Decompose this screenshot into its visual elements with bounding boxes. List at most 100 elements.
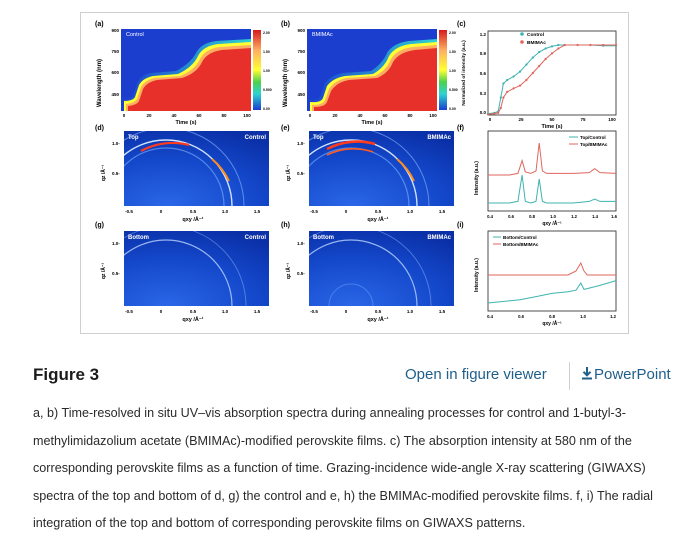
panel-e-tag-right: BMIMAc bbox=[427, 135, 451, 141]
panel-a-cbar-tick: 2.00 bbox=[263, 31, 270, 35]
data-point bbox=[525, 63, 528, 66]
giwaxs-xtick: 0 bbox=[345, 209, 348, 214]
panel-i-frame bbox=[487, 230, 617, 312]
giwaxs-xtick: 1.5 bbox=[254, 209, 261, 214]
panel-b-ytick: 900 bbox=[297, 28, 305, 33]
open-figure-viewer-link[interactable]: Open in figure viewer bbox=[405, 366, 547, 383]
data-point bbox=[544, 47, 547, 50]
panel-i-xtick: 1.0 bbox=[580, 314, 586, 319]
panel-a-cbar-tick: 1.50 bbox=[263, 50, 270, 54]
data-point bbox=[538, 50, 541, 54]
panel-a: (a) Wavelength (nm) Control 900 750 600 … bbox=[95, 21, 272, 126]
panel-i-ylabel: Intensity (a.u.) bbox=[474, 258, 480, 292]
panel-b-ylabel: Wavelength (nm) bbox=[283, 59, 289, 107]
giwaxs-ytick: 1.0- bbox=[112, 241, 120, 246]
panel-h-tag-right: BMIMAc bbox=[427, 235, 451, 241]
powerpoint-link[interactable]: PowerPoint bbox=[581, 366, 671, 383]
panel-f-legend-control: Top/Control bbox=[580, 135, 606, 140]
panel-c-series bbox=[486, 43, 618, 116]
panel-i-series bbox=[487, 261, 617, 304]
panel-c-letter: (c) bbox=[457, 21, 466, 28]
giwaxs-xtick: 0.5 bbox=[190, 309, 197, 314]
panel-i-legend-bmimac: Bottom/BMIMAc bbox=[503, 242, 539, 247]
data-point bbox=[538, 64, 541, 68]
giwaxs-ylabel: qz /Å⁻¹ bbox=[100, 165, 107, 182]
series-line-bottom-bmimac bbox=[488, 261, 616, 276]
giwaxs-xtick: 1.0 bbox=[407, 309, 414, 314]
giwaxs-xlabel: qxy /Å⁻¹ bbox=[182, 316, 203, 323]
panel-g-tag-right: Control bbox=[245, 235, 267, 241]
panel-b-xlabel: Time (s) bbox=[362, 120, 383, 126]
panel-f-xtick: 1.6 bbox=[611, 214, 617, 219]
download-icon bbox=[582, 367, 592, 380]
panel-c-ytick: 0.6 bbox=[480, 71, 487, 76]
giwaxs-xtick: 0 bbox=[160, 209, 163, 214]
panel-d-tag-right: Control bbox=[245, 135, 267, 141]
data-point bbox=[531, 71, 534, 75]
panel-a-colorbar bbox=[253, 30, 261, 110]
giwaxs-xtick: 1.0 bbox=[407, 209, 414, 214]
link-separator bbox=[569, 362, 570, 390]
data-point bbox=[525, 78, 528, 82]
panel-b-cbar-tick: 0.500 bbox=[449, 88, 458, 92]
data-point bbox=[506, 78, 509, 82]
series-line-top-bmimac bbox=[488, 142, 617, 176]
panel-a-ytick: 750 bbox=[111, 49, 119, 54]
giwaxs-ytick: 0.5- bbox=[112, 271, 120, 276]
panel-b-colorbar bbox=[439, 30, 447, 110]
panel-b-xtick: 60 bbox=[382, 113, 388, 118]
panel-a-xtick: 0 bbox=[123, 113, 126, 118]
panel-f-xtick: 0.6 bbox=[508, 214, 514, 219]
panel-h: (h) Bottom BMIMAc bbox=[281, 222, 454, 306]
data-point bbox=[502, 82, 505, 85]
panel-a-xtick: 60 bbox=[196, 113, 202, 118]
figure-title: Figure 3 bbox=[33, 365, 100, 384]
giwaxs-xtick: -0.5 bbox=[310, 209, 318, 214]
panel-e-tag-left: Top bbox=[313, 135, 324, 141]
panel-c-xtick: 50 bbox=[549, 117, 555, 122]
panel-a-cbar-tick: 0.500 bbox=[263, 88, 272, 92]
panel-h-image bbox=[309, 231, 454, 306]
data-point bbox=[531, 56, 534, 59]
panel-b-letter: (b) bbox=[281, 21, 290, 28]
data-point bbox=[557, 43, 560, 47]
data-point bbox=[502, 96, 505, 99]
panel-i-legend-control: Bottom/Control bbox=[503, 235, 537, 240]
giwaxs-xlabel: qxy /Å⁻¹ bbox=[542, 320, 562, 327]
panel-f-xtick: 0.8 bbox=[529, 214, 535, 219]
giwaxs-xlabel: qxy /Å⁻¹ bbox=[367, 316, 388, 323]
figure-svg: (a) Wavelength (nm) Control 900 750 600 … bbox=[95, 21, 618, 327]
data-point bbox=[550, 52, 554, 55]
panel-b-heatmap bbox=[307, 29, 437, 111]
panel-h-letter: (h) bbox=[281, 222, 290, 229]
panel-i-letter: (i) bbox=[457, 222, 464, 229]
giwaxs-ytick: 1.0- bbox=[112, 141, 120, 146]
data-point bbox=[499, 106, 502, 110]
giwaxs-xtick: 1.0 bbox=[222, 309, 229, 314]
panel-b-cbar-tick: 0.00 bbox=[449, 107, 456, 111]
panel-e: (e) Top BMIMAc bbox=[281, 125, 454, 206]
panel-c-ytick: 0.9 bbox=[480, 51, 487, 56]
panel-e-letter: (e) bbox=[281, 125, 290, 132]
panel-d-tag-left: Top bbox=[128, 135, 139, 141]
giwaxs-xlabel: qxy /Å⁻¹ bbox=[367, 216, 388, 223]
panel-a-tag: Control bbox=[126, 32, 144, 38]
panel-i-xtick: 0.6 bbox=[518, 314, 524, 319]
panel-f-xtick: 1.2 bbox=[571, 214, 577, 219]
data-point bbox=[512, 87, 515, 90]
powerpoint-label: PowerPoint bbox=[594, 366, 671, 383]
giwaxs-xtick: -0.5 bbox=[310, 309, 318, 314]
panel-c: (c) Normalized of intensity (a.u.) 1.2 0… bbox=[457, 21, 618, 130]
data-point bbox=[544, 57, 547, 61]
giwaxs-xtick: -0.5 bbox=[125, 209, 133, 214]
figure-image[interactable]: (a) Wavelength (nm) Control 900 750 600 … bbox=[80, 12, 629, 334]
giwaxs-xlabel: qxy /Å⁻¹ bbox=[542, 220, 562, 227]
panel-a-cbar-tick: 1.00 bbox=[263, 69, 270, 73]
panel-a-heatmap bbox=[121, 29, 251, 111]
giwaxs-xtick: 0.5 bbox=[375, 209, 382, 214]
giwaxs-ylabel: qz /Å⁻¹ bbox=[285, 165, 292, 182]
data-point bbox=[499, 96, 502, 99]
panel-c-legend-marker-control bbox=[520, 32, 524, 36]
panel-c-legend-marker-bmimac bbox=[520, 40, 524, 44]
panel-b-ytick: 750 bbox=[297, 49, 305, 54]
